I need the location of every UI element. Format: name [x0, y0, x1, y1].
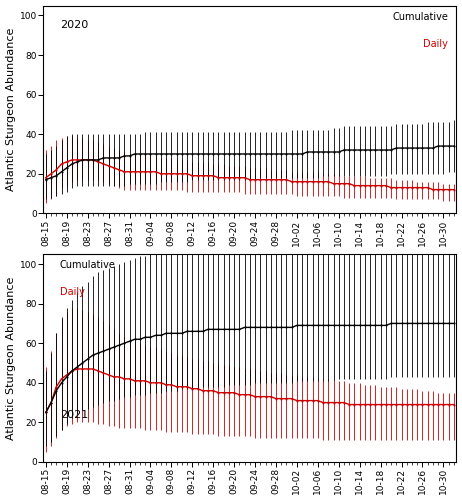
Text: Cumulative: Cumulative [60, 260, 116, 270]
Text: Daily: Daily [60, 288, 85, 298]
Text: 2020: 2020 [60, 20, 88, 30]
Text: Cumulative: Cumulative [392, 12, 448, 22]
Text: Daily: Daily [423, 39, 448, 49]
Text: 2021: 2021 [60, 410, 88, 420]
Y-axis label: Atlantic Sturgeon Abundance: Atlantic Sturgeon Abundance [6, 28, 16, 191]
Y-axis label: Atlantic Sturgeon Abundance: Atlantic Sturgeon Abundance [6, 276, 16, 440]
